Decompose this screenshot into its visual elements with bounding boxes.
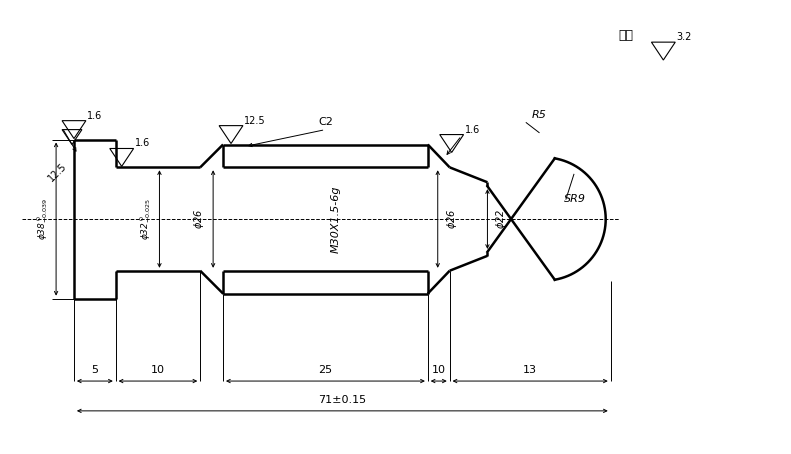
Text: 1.6: 1.6 [465,124,480,134]
Text: $\phi$22: $\phi$22 [494,209,509,229]
Text: C2: C2 [318,117,333,127]
Text: $\phi$38$^{\ 0}_{-0.039}$: $\phi$38$^{\ 0}_{-0.039}$ [35,198,50,240]
Text: 其余: 其余 [619,29,634,42]
Text: $\phi$32$^{\ 0}_{-0.025}$: $\phi$32$^{\ 0}_{-0.025}$ [138,198,153,240]
Text: 71±0.15: 71±0.15 [318,395,366,405]
Text: 12.5: 12.5 [47,162,69,184]
Text: 12.5: 12.5 [244,116,266,126]
Text: $\phi$26: $\phi$26 [445,209,459,229]
Text: 10: 10 [151,365,165,375]
Text: 1.6: 1.6 [87,111,102,121]
Text: 13: 13 [523,365,537,375]
Text: $\phi$26: $\phi$26 [192,209,206,229]
Text: 5: 5 [91,365,98,375]
Text: R5: R5 [532,110,547,120]
Text: 10: 10 [432,365,446,375]
Text: M30X1.5-6g: M30X1.5-6g [331,185,340,253]
Text: 1.6: 1.6 [134,138,150,148]
Text: SR9: SR9 [564,194,586,204]
Text: 25: 25 [318,365,332,375]
Text: 3.2: 3.2 [676,32,692,42]
